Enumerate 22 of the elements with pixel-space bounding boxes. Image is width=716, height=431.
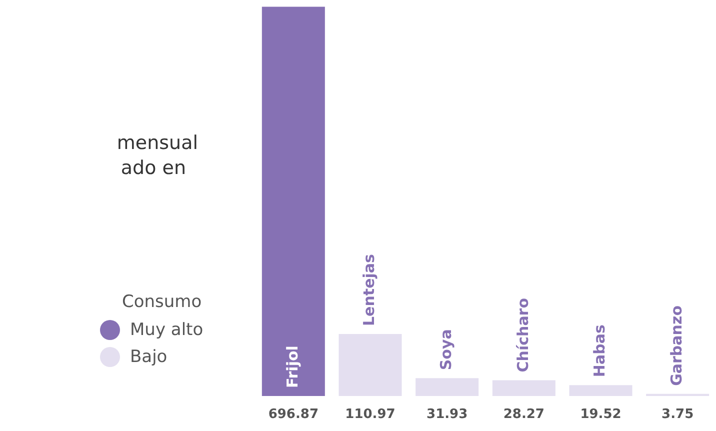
data-label: 19.52 [580,406,622,422]
legend-title: Consumo [122,292,203,312]
text: mensual [116,132,198,154]
data-label: 31.93 [426,406,468,422]
x-tick-label: Chícharo [514,298,532,372]
x-tick-label: Frijol [283,346,302,388]
legend-label: Muy alto [130,320,204,340]
data-label: 28.27 [503,406,544,422]
x-tick-label: Soya [436,329,455,370]
data-label: 696.87 [268,406,319,422]
legend-label: Bajo [130,347,168,367]
x-tick-label: Garbanzo [667,306,686,386]
bar [416,378,479,396]
data-label: 3.75 [662,406,694,422]
x-tick-label: Lentejas [360,254,378,326]
text: ado en [120,157,186,179]
bar [338,334,402,396]
data-label: 110.97 [345,406,396,422]
bar [262,6,325,396]
x-tick-label: Habas [590,324,609,378]
bar [569,385,632,396]
bar [492,380,556,396]
